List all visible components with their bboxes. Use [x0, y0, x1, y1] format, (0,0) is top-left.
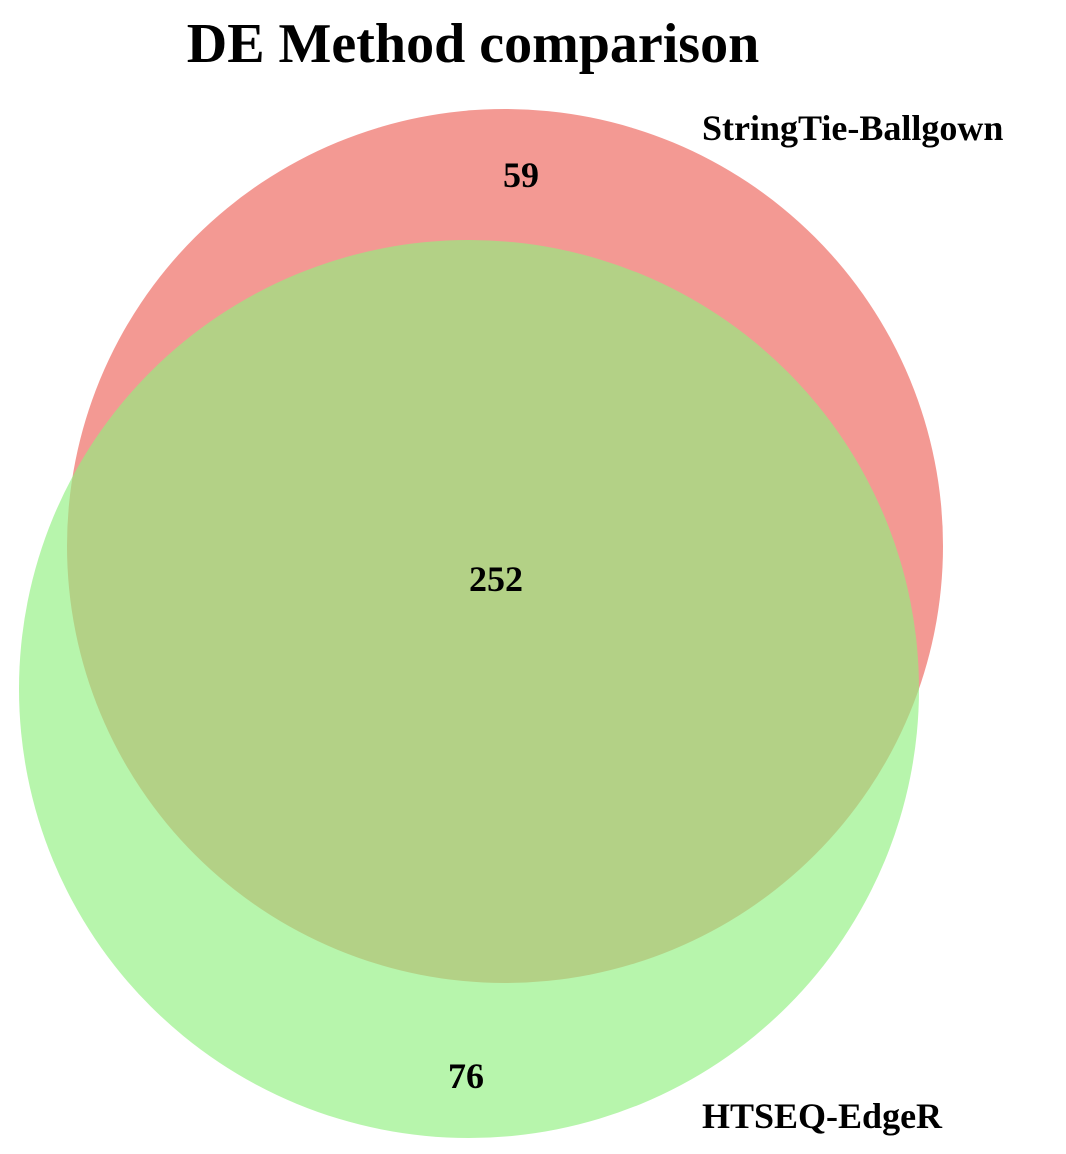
stringtie-ballgown-label: StringTie-Ballgown	[702, 108, 1003, 148]
htseq-edger-label: HTSEQ-EdgeR	[702, 1096, 943, 1136]
htseq-edger-circle	[19, 240, 919, 1138]
htseq-only-count: 76	[448, 1056, 484, 1096]
stringtie-only-count: 59	[503, 155, 539, 195]
page-title: DE Method comparison	[187, 13, 759, 75]
overlap-count: 252	[469, 559, 523, 599]
